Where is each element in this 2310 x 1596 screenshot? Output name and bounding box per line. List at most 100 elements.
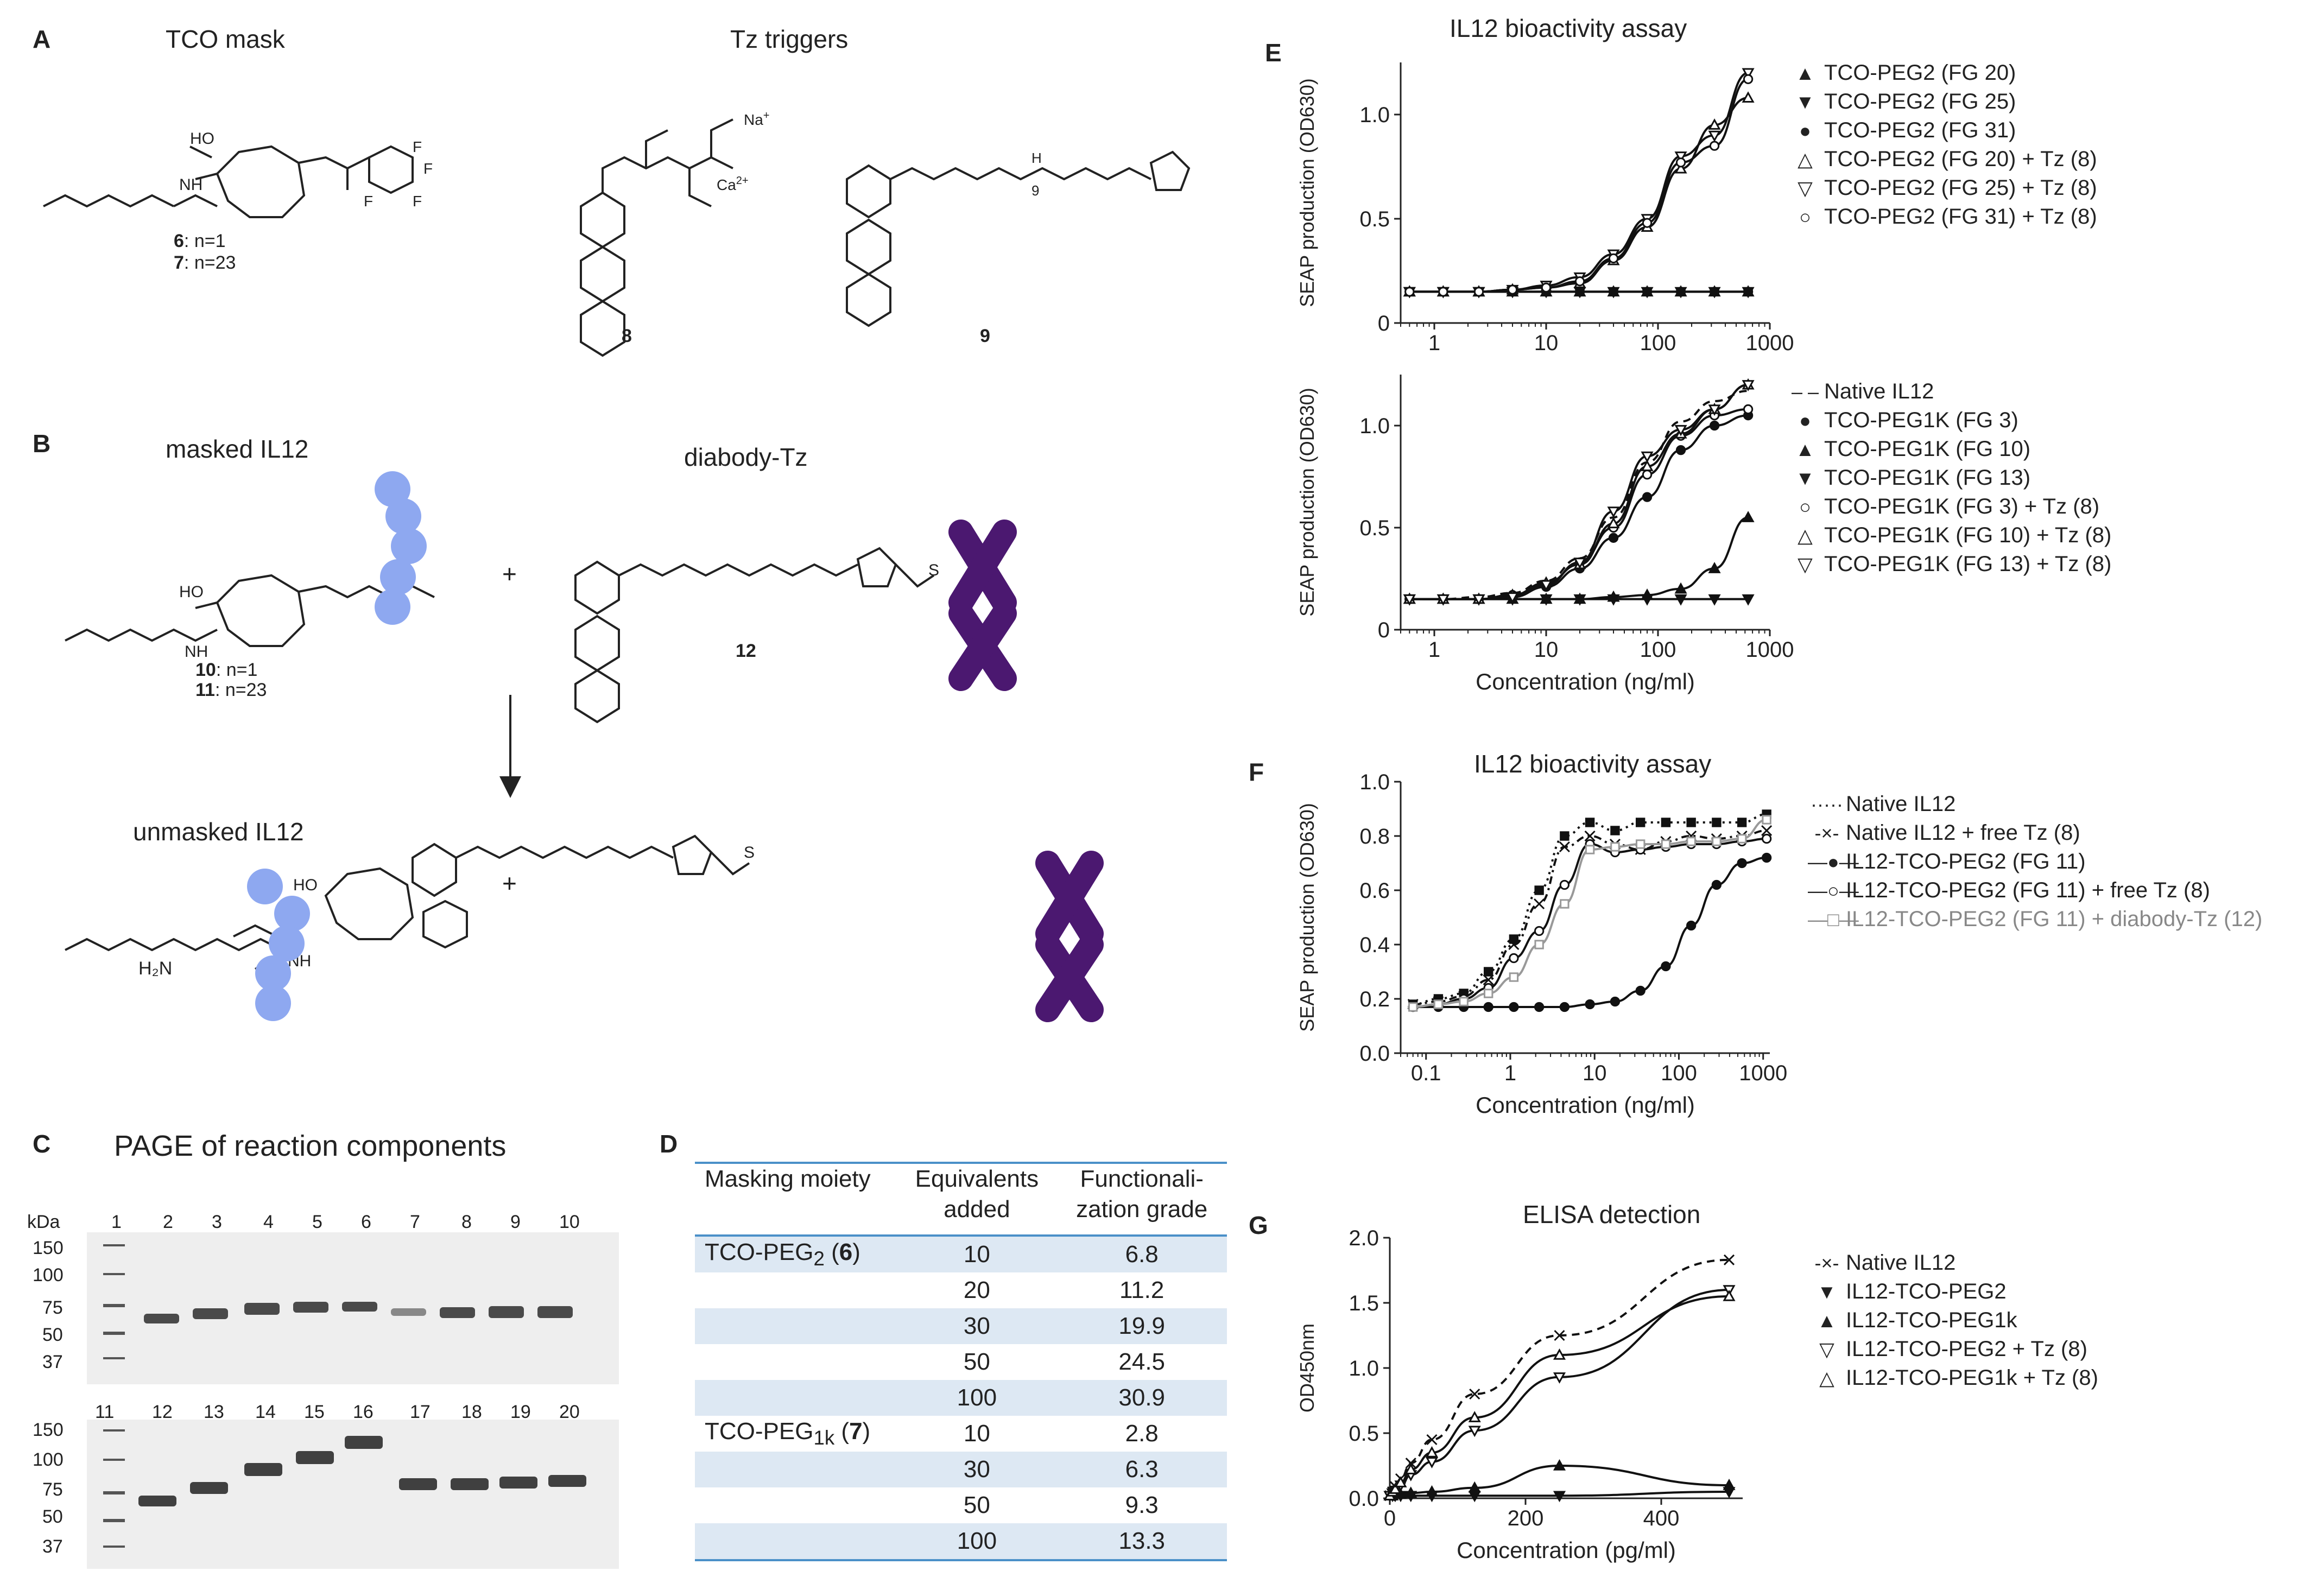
- data-point: [1610, 996, 1621, 1007]
- series-line: [1389, 1258, 1730, 1497]
- data-point: [1737, 818, 1747, 827]
- svg-text:NH: NH: [185, 643, 208, 661]
- legend-label: TCO-PEG2 (FG 25) + Tz (8): [1824, 176, 2097, 200]
- legend-label: TCO-PEG1K (FG 13): [1824, 466, 2031, 490]
- y-tick-label: 0: [1378, 312, 1390, 335]
- data-point: [1408, 1002, 1418, 1012]
- legend-item: —●— IL12-TCO-PEG2 (FG 11): [1808, 847, 2262, 876]
- x-axis-label: Concentration (ng/ml): [1476, 669, 1695, 694]
- data-point: [1468, 1411, 1481, 1422]
- data-point: [1534, 1002, 1545, 1012]
- table-cell: 100: [897, 1523, 1057, 1559]
- data-point: [1585, 845, 1595, 854]
- svg-text:F: F: [364, 193, 373, 210]
- legend-item: ▽ TCO-PEG2 (FG 25) + Tz (8): [1786, 174, 2097, 202]
- lane-number: 20: [559, 1402, 580, 1422]
- data-point: [1711, 879, 1722, 890]
- x-tick-label: 1000: [1739, 1061, 1787, 1085]
- data-point: [1560, 831, 1569, 841]
- data-point: [1635, 985, 1646, 996]
- data-point: [1674, 162, 1687, 174]
- data-point: [1743, 287, 1754, 297]
- data-point: [1608, 253, 1619, 264]
- y-tick-label: 0.0: [1359, 1042, 1390, 1066]
- legend-item: ▲ TCO-PEG1K (FG 10): [1786, 435, 2111, 464]
- series-line: [1409, 72, 1749, 293]
- legend-item: —□— IL12-TCO-PEG2 (FG 11) + diabody-Tz (1…: [1808, 905, 2262, 934]
- gel-image-bottom: [87, 1420, 619, 1569]
- il12-blob-3: [391, 528, 427, 564]
- chart-f-title: IL12 bioactivity assay: [1474, 750, 1712, 778]
- x-tick-label: 1: [1504, 1061, 1516, 1085]
- legend-label: IL12-TCO-PEG2 + Tz (8): [1846, 1337, 2087, 1361]
- data-point: [1635, 818, 1646, 827]
- y-tick-label: 1.0: [1359, 103, 1390, 127]
- kda-label: kDa: [27, 1212, 60, 1232]
- data-point: [1507, 284, 1518, 295]
- legend-item: ● TCO-PEG2 (FG 31): [1786, 116, 2097, 145]
- data-point: [1742, 511, 1755, 522]
- legend-item: △ TCO-PEG2 (FG 20) + Tz (8): [1786, 145, 2097, 174]
- plus-sign-bottom: +: [502, 869, 517, 897]
- lane-number: 8: [461, 1212, 472, 1232]
- x-tick-label: 10: [1583, 1061, 1607, 1085]
- panel-label-a: A: [33, 25, 51, 53]
- table-cell: 24.5: [1118, 1348, 1166, 1375]
- data-point: [1708, 118, 1721, 130]
- x-tick-label: 0.1: [1411, 1061, 1441, 1085]
- data-point: [1559, 841, 1570, 853]
- data-point: [1686, 920, 1697, 931]
- legend-item: △ IL12-TCO-PEG1k + Tz (8): [1808, 1364, 2098, 1392]
- na-label: Na+: [744, 110, 769, 128]
- il12-unmasked-blob-1: [247, 869, 283, 904]
- table-cell: 9.3: [1125, 1492, 1159, 1518]
- data-point: [1404, 1486, 1417, 1498]
- compound-8-label: 8: [622, 326, 632, 346]
- il12-blob-2: [385, 498, 421, 534]
- data-point: [1610, 842, 1620, 852]
- table-cell: 19.9: [1056, 1308, 1227, 1344]
- ladder-label: 37: [42, 1536, 63, 1557]
- lane-number: 1: [111, 1212, 122, 1232]
- legend-g: -×- Native IL12 ▼ IL12-TCO-PEG2 ▲ IL12-TCO-…: [1808, 1249, 2098, 1392]
- table-row: 30 19.9: [695, 1308, 1227, 1344]
- svg-text:HO: HO: [179, 583, 204, 601]
- legend-item: ····· Native IL12: [1808, 790, 2262, 819]
- data-point: [1534, 940, 1544, 949]
- ladder-label: 50: [42, 1325, 63, 1345]
- lane-number: 15: [304, 1402, 325, 1422]
- table-header: Equivalents added: [915, 1166, 1039, 1223]
- chart-g-title: ELISA detection: [1523, 1200, 1701, 1228]
- data-point: [1559, 879, 1570, 890]
- data-point: [1553, 1372, 1566, 1384]
- table-cell: 6.8: [1056, 1236, 1227, 1272]
- panel-label-d: D: [660, 1130, 678, 1158]
- legend-label: TCO-PEG1K (FG 10) + Tz (8): [1824, 523, 2112, 547]
- data-point: [1712, 837, 1722, 846]
- fg-table: Masking moiety Equivalents added Functio…: [695, 1164, 1227, 1559]
- y-tick-label: 2.0: [1349, 1227, 1379, 1250]
- table-cell: 50: [963, 1492, 990, 1518]
- legend-item: -×- Native IL12: [1808, 1249, 2098, 1277]
- y-axis-label: SEAP production (OD630): [1296, 78, 1318, 307]
- panel-label-g: G: [1249, 1211, 1268, 1239]
- data-point: [1389, 1483, 1402, 1494]
- lane-number: 4: [263, 1212, 274, 1232]
- panel-b-title-masked: masked IL12: [166, 435, 309, 463]
- panel-label-b: B: [33, 429, 51, 458]
- lane-number: 5: [312, 1212, 322, 1232]
- y-tick-label: 0.2: [1359, 987, 1390, 1011]
- legend-label: TCO-PEG2 (FG 31): [1824, 118, 2016, 142]
- svg-text:H: H: [1031, 150, 1042, 166]
- chart-e-bottom: 1 10 100 1000 0 0.5 1.0 SEAP production (OD630)…: [1296, 375, 1794, 694]
- table-cell: 30.9: [1056, 1380, 1227, 1416]
- svg-text:F: F: [413, 138, 422, 155]
- lane-number: 9: [510, 1212, 521, 1232]
- data-point: [1553, 1459, 1566, 1471]
- legend-item: △ TCO-PEG1K (FG 10) + Tz (8): [1786, 521, 2111, 550]
- legend-item: —○— IL12-TCO-PEG2 (FG 11) + free Tz (8): [1808, 876, 2262, 905]
- legend-item: ▼ TCO-PEG2 (FG 25): [1786, 87, 2097, 116]
- x-tick-label: 10: [1534, 638, 1559, 662]
- data-point: [1642, 470, 1653, 480]
- data-point: [1509, 972, 1519, 982]
